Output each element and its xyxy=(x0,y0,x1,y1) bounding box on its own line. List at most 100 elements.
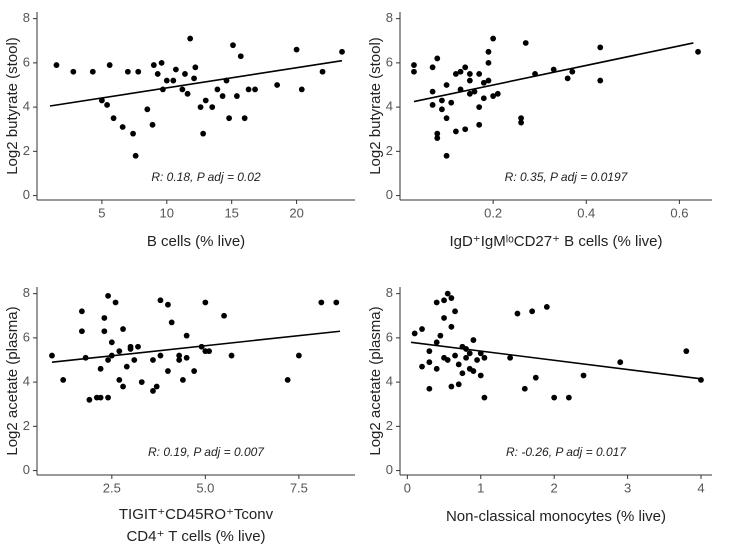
point xyxy=(550,66,557,73)
point xyxy=(452,308,458,315)
point xyxy=(466,90,473,97)
point xyxy=(433,299,440,306)
point xyxy=(138,379,145,386)
y-tick-label: 6 xyxy=(23,329,30,344)
point xyxy=(319,68,326,75)
point xyxy=(480,79,487,86)
point xyxy=(529,308,536,315)
point xyxy=(179,86,186,93)
point xyxy=(135,343,141,350)
point xyxy=(494,90,501,97)
x-tick-label: 1 xyxy=(477,480,484,495)
point xyxy=(518,119,524,126)
x-tick-label: 2.5 xyxy=(103,480,121,495)
point xyxy=(120,326,126,332)
point xyxy=(580,372,587,379)
point xyxy=(459,370,466,377)
point xyxy=(411,62,417,68)
point xyxy=(476,71,483,77)
annotation: R: -0.26, P adj = 0.017 xyxy=(506,445,627,459)
point xyxy=(182,71,188,77)
point xyxy=(176,357,183,363)
point xyxy=(233,93,240,99)
point xyxy=(180,376,186,383)
point xyxy=(70,68,77,75)
point xyxy=(565,394,572,401)
y-axis-title: Log2 butyrate (stool) xyxy=(367,37,384,175)
point xyxy=(452,352,458,359)
y-tick-label: 8 xyxy=(386,10,393,25)
point xyxy=(476,104,483,111)
annotation: R: 0.18, P adj = 0.02 xyxy=(151,170,261,184)
point xyxy=(130,130,136,137)
point xyxy=(295,352,302,359)
point xyxy=(437,332,444,339)
point xyxy=(481,394,488,401)
trend-line xyxy=(410,341,702,380)
point xyxy=(191,368,198,374)
point xyxy=(124,68,131,75)
y-axis-title: Log2 butyrate (stool) xyxy=(4,37,21,175)
point xyxy=(444,290,451,297)
point xyxy=(252,86,258,93)
point xyxy=(419,326,425,332)
x-tick-label: 2 xyxy=(551,480,558,495)
point xyxy=(339,48,345,55)
point xyxy=(200,130,207,137)
point xyxy=(419,363,425,370)
point xyxy=(219,93,226,99)
y-tick-label: 2 xyxy=(386,418,393,433)
point xyxy=(241,115,248,122)
point xyxy=(441,297,447,304)
x-tick-label: 3 xyxy=(624,480,631,495)
point xyxy=(78,328,85,335)
point xyxy=(481,354,488,361)
point xyxy=(448,99,455,106)
point xyxy=(274,82,281,88)
y-tick-label: 0 xyxy=(386,462,393,477)
point xyxy=(157,297,164,304)
point xyxy=(452,71,459,77)
point xyxy=(543,304,550,310)
point xyxy=(157,352,164,359)
point xyxy=(411,330,418,337)
point xyxy=(108,339,115,346)
point xyxy=(463,354,469,361)
point xyxy=(617,359,624,366)
point xyxy=(183,332,190,339)
point xyxy=(105,357,111,363)
point xyxy=(474,357,480,363)
point xyxy=(485,48,492,55)
point xyxy=(116,376,123,383)
point xyxy=(119,124,126,130)
point xyxy=(144,106,151,113)
point xyxy=(187,35,194,42)
y-tick-label: 2 xyxy=(23,143,30,158)
point xyxy=(60,376,67,383)
x-tick-label: 0.4 xyxy=(577,205,595,220)
point xyxy=(470,368,477,374)
x-tick-label: 10 xyxy=(160,205,174,220)
x-tick-label: 0.2 xyxy=(484,205,502,220)
point xyxy=(462,64,469,71)
point xyxy=(191,75,197,82)
point xyxy=(480,95,487,102)
point xyxy=(448,383,455,390)
point xyxy=(165,301,171,308)
point xyxy=(106,62,113,68)
x-tick-label: 0.6 xyxy=(670,205,688,220)
point xyxy=(228,352,235,359)
point xyxy=(298,86,305,93)
y-axis-title: Log2 acetate (plasma) xyxy=(367,306,384,455)
point xyxy=(439,97,445,104)
x-axis-title: TIGIT⁺CD45RO⁺Tconv xyxy=(119,506,274,523)
point xyxy=(433,365,440,372)
point xyxy=(105,394,111,401)
x-axis-title: Non-classical monocytes (% live) xyxy=(446,508,666,525)
x-tick-label: 0 xyxy=(404,480,411,495)
point xyxy=(448,323,455,330)
y-tick-label: 0 xyxy=(386,187,393,202)
point xyxy=(426,359,433,366)
